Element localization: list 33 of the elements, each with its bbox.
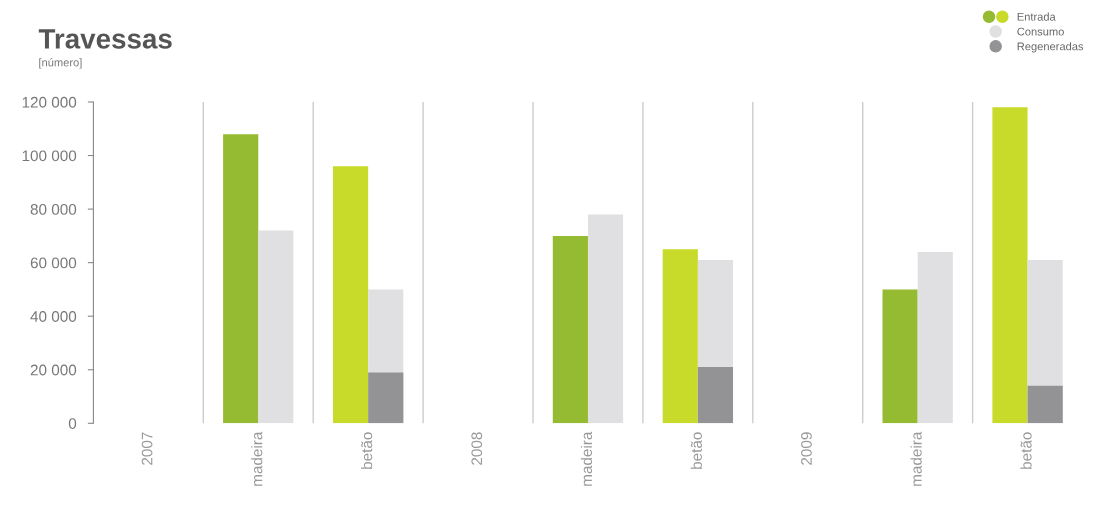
x-tick-label: 2007	[141, 432, 153, 465]
y-tick-label: 0	[68, 418, 77, 429]
legend-label: Entrada	[1017, 12, 1056, 21]
x-tick-label: 2009	[801, 432, 812, 465]
bar	[552, 235, 588, 424]
x-tick-label: madeira	[251, 431, 263, 486]
y-tick-label: 60 000	[30, 257, 77, 269]
y-tick-label: 100 000	[22, 150, 77, 162]
x-tick-label: betão	[1020, 432, 1032, 469]
bar	[882, 289, 918, 424]
bar	[662, 249, 698, 424]
bar	[587, 214, 624, 424]
y-tick-label: 20 000	[30, 364, 77, 376]
x-tick-label: madeira	[580, 431, 593, 486]
chart-subtitle: [número]	[39, 58, 82, 69]
bar	[697, 367, 734, 424]
bar	[223, 134, 259, 424]
x-tick-label: madeira	[910, 431, 922, 486]
legend-label: Regeneradas	[1017, 42, 1084, 53]
bar	[1027, 385, 1063, 424]
y-tick-label: 80 000	[30, 203, 77, 215]
bar	[258, 230, 294, 424]
y-tick-label: 40 000	[30, 311, 77, 322]
legend-label: Consumo	[1017, 27, 1064, 36]
bar	[917, 251, 953, 424]
bar	[368, 372, 404, 424]
bar	[333, 166, 369, 424]
y-tick-label: 120 000	[22, 96, 77, 108]
x-tick-label: betão	[361, 432, 373, 469]
bar	[992, 107, 1028, 424]
chart-title: Travessas	[38, 29, 172, 49]
x-tick-label: 2008	[471, 432, 483, 465]
x-tick-label: betão	[690, 432, 702, 469]
